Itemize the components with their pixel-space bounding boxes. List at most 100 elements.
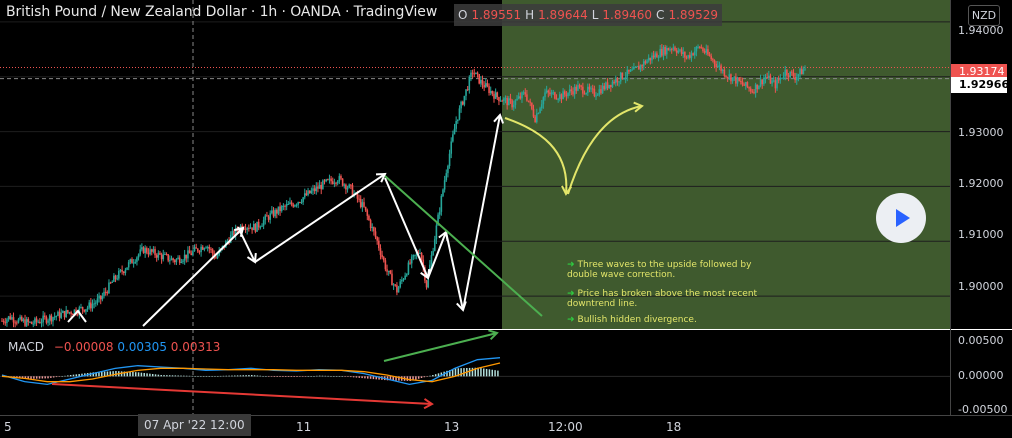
candle-body: [489, 90, 492, 93]
candle-body: [195, 247, 197, 249]
candle-body: [287, 203, 290, 205]
candle-body: [595, 95, 597, 97]
candle-body: [348, 184, 350, 188]
candle-body: [475, 72, 477, 75]
candle-body: [113, 275, 115, 282]
macd-histogram-bar: [222, 375, 225, 377]
x-tick-5: 12:00: [548, 420, 583, 434]
candle-body: [14, 322, 16, 324]
candle-body: [662, 46, 665, 56]
macd-histogram-bar: [446, 370, 448, 377]
candle-body: [267, 216, 270, 220]
macd-histogram-bar: [485, 368, 488, 377]
candle-body: [271, 210, 273, 214]
candle-body: [568, 89, 571, 93]
macd-histogram-bar: [299, 376, 301, 377]
candle-body: [137, 254, 140, 258]
candle-body: [784, 69, 787, 77]
macd-histogram-bar: [398, 376, 400, 381]
candle-body: [703, 51, 706, 53]
macd-histogram-bar: [140, 372, 143, 377]
candle-body: [162, 254, 165, 260]
candle-body: [122, 271, 125, 274]
candle-body: [285, 204, 288, 207]
candle-body: [656, 53, 658, 58]
candle-body: [52, 317, 54, 322]
candle-body: [588, 86, 591, 90]
macd-histogram-bar: [166, 375, 168, 377]
candle-body: [272, 210, 275, 217]
candle-body: [437, 214, 439, 226]
candle-body: [582, 86, 584, 94]
candle-body: [88, 302, 91, 308]
macd-histogram-bar: [378, 376, 380, 380]
macd-histogram-bar: [293, 376, 295, 377]
currency-button[interactable]: NZD: [968, 5, 1000, 26]
candle-body: [208, 247, 211, 249]
candle-body: [246, 228, 248, 230]
candle-body: [164, 253, 166, 255]
candle-body: [27, 319, 30, 322]
macd-histogram-bar: [81, 373, 83, 377]
candle-body: [57, 311, 59, 317]
candle-body: [294, 205, 296, 207]
candle-body: [330, 178, 332, 182]
candle-body: [126, 267, 128, 270]
candle-body: [356, 192, 359, 199]
candle-body: [600, 89, 602, 94]
macd-histogram-bar: [205, 376, 208, 377]
wave-arrow-1: [142, 227, 244, 327]
candle-body: [32, 323, 35, 325]
candle-body: [644, 61, 647, 64]
macd-histogram-bar: [132, 372, 134, 377]
candle-body: [593, 88, 596, 96]
candle-body: [621, 72, 624, 79]
candle-body: [391, 273, 393, 286]
macd-histogram-bar: [284, 376, 287, 377]
candle-body: [728, 74, 731, 78]
candle-body: [794, 76, 796, 81]
candle-body: [804, 68, 806, 70]
candle-body: [483, 85, 485, 88]
candle-body: [387, 270, 390, 272]
candle-body: [465, 89, 467, 96]
candle-body: [559, 94, 561, 99]
candle-body: [476, 72, 479, 75]
macd-legend: MACD −0.00008 0.00305 0.00313: [8, 340, 220, 354]
macd-value-1: −0.00008: [53, 340, 114, 354]
candle-body: [605, 82, 607, 90]
play-button[interactable]: [876, 193, 926, 243]
green-arrow-icon: ➜: [567, 315, 575, 325]
candle-body: [687, 55, 689, 58]
macd-histogram-bar: [276, 376, 278, 377]
candle-body: [300, 202, 303, 204]
candle-body: [511, 100, 513, 108]
candle-body: [373, 227, 375, 232]
candle-body: [526, 94, 528, 101]
macd-histogram-bar: [61, 376, 63, 377]
candle-body: [493, 94, 495, 99]
candle-body: [396, 285, 398, 293]
macd-histogram-bar: [248, 375, 250, 377]
macd-histogram-bar: [426, 376, 428, 377]
candle-body: [550, 92, 553, 95]
candle-body: [369, 220, 372, 228]
candle-body: [458, 108, 461, 120]
candle-body: [731, 77, 734, 82]
candle-body: [149, 249, 151, 255]
candle-body: [628, 69, 630, 72]
macd-histogram-bar: [460, 368, 462, 377]
candle-body: [203, 248, 206, 250]
candle-body: [486, 83, 489, 87]
candle-body: [205, 247, 207, 249]
candle-body: [669, 49, 671, 51]
macd-histogram-bar: [112, 371, 114, 377]
candle-body: [363, 202, 365, 207]
candle-body: [707, 49, 709, 55]
macd-histogram-bar: [208, 376, 211, 377]
candle-body: [710, 56, 713, 60]
macd-series-macd: [1, 357, 501, 385]
candle-body: [93, 303, 95, 305]
macd-histogram-bar: [330, 376, 332, 377]
